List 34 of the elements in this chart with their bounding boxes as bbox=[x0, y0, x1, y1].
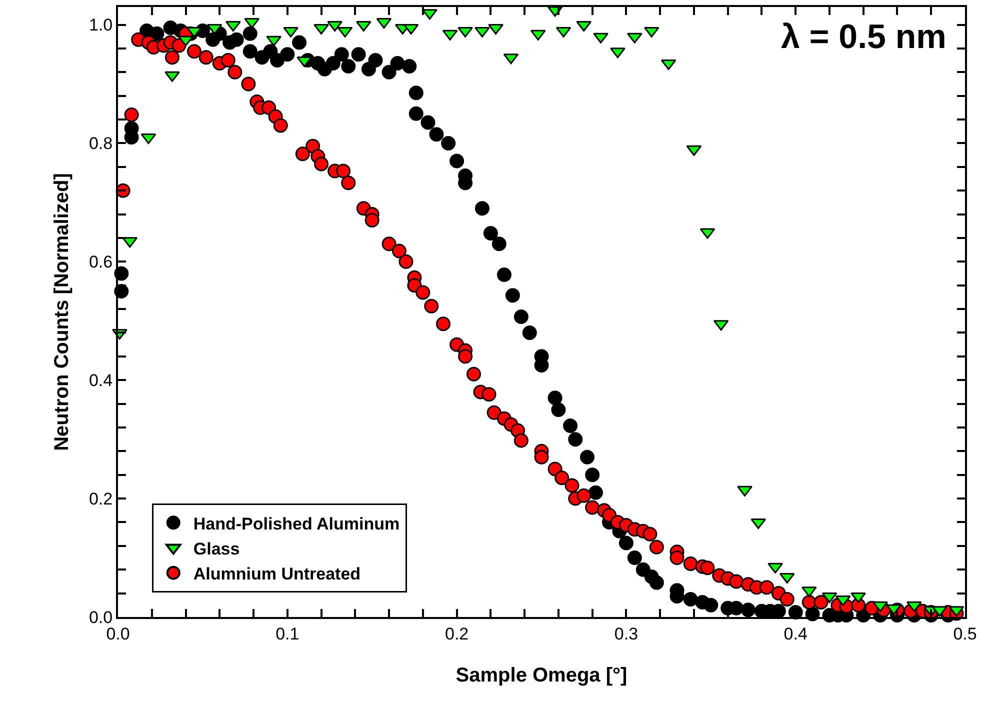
legend-label: Alumnium Untreated bbox=[193, 564, 361, 584]
y-tick-label: 0.2 bbox=[88, 490, 113, 508]
y-tick-label: 1.0 bbox=[88, 16, 113, 35]
legend-label: Glass bbox=[193, 539, 240, 558]
point bbox=[422, 9, 438, 20]
point bbox=[610, 48, 626, 58]
point bbox=[488, 24, 504, 34]
point bbox=[906, 601, 922, 612]
point bbox=[283, 26, 298, 38]
x-tick-label: 0.0 bbox=[106, 624, 130, 644]
point bbox=[178, 36, 194, 46]
legend-label: Hand-Polished Aluminum bbox=[193, 514, 400, 534]
x-tick-label: 0.4 bbox=[784, 624, 808, 644]
point bbox=[458, 26, 473, 38]
x-axis-title: Sample Omega [°] bbox=[456, 664, 628, 686]
point bbox=[226, 21, 241, 32]
point bbox=[164, 71, 180, 82]
y-tick-label: 0.6 bbox=[88, 252, 113, 272]
x-tick-label: 0.1 bbox=[276, 624, 300, 644]
point bbox=[872, 601, 888, 612]
y-axis-title: Neutron Counts [Normalized] bbox=[50, 173, 73, 451]
point bbox=[593, 32, 608, 44]
y-tick-label: 0.0 bbox=[88, 608, 113, 627]
x-tick-label: 0.2 bbox=[444, 624, 469, 644]
x-tick-label: 0.3 bbox=[614, 624, 638, 644]
point bbox=[314, 24, 329, 34]
x-tick-label: 0.5 bbox=[953, 624, 977, 644]
point bbox=[474, 26, 490, 38]
y-tick-label: 0.4 bbox=[88, 371, 113, 390]
point bbox=[737, 486, 752, 496]
point bbox=[850, 592, 866, 604]
y-tick-label: 0.8 bbox=[88, 134, 113, 154]
annotation: λ = 0.5 nm bbox=[781, 18, 946, 56]
point bbox=[768, 562, 783, 574]
